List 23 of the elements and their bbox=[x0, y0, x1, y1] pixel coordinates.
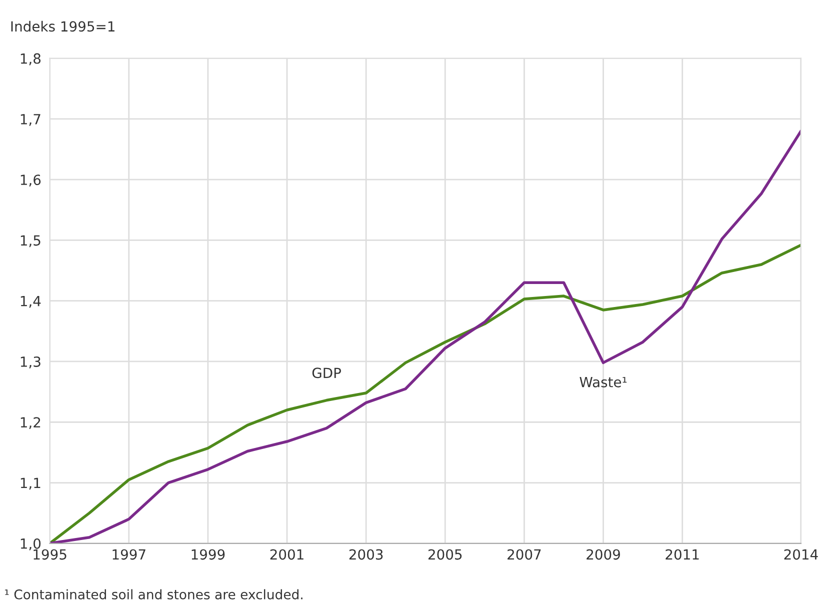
y-tick-label: 1,7 bbox=[20, 114, 40, 126]
y-tick-label: 1,8 bbox=[20, 53, 41, 66]
y-axis-title: Indeks 1995=1 bbox=[11, 20, 114, 32]
x-tick-label: 2011 bbox=[666, 549, 699, 560]
x-tick-label: 2001 bbox=[270, 549, 304, 560]
text: ¹ Contaminated soil and stones are excluded. bbox=[5, 589, 302, 600]
y-tick-label: 1,5 bbox=[20, 235, 40, 248]
y-tick-label: 1,0 bbox=[20, 538, 41, 550]
y-tick-label: 1,2 bbox=[20, 417, 40, 430]
y-tick-label: 1,6 bbox=[20, 174, 41, 186]
series-label: Waste¹ bbox=[580, 376, 627, 388]
y-tick-label: 1,4 bbox=[20, 296, 41, 308]
x-tick-label: 2005 bbox=[428, 549, 462, 560]
y-tick-label: 1,1 bbox=[20, 478, 40, 490]
x-tick-label: 1995 bbox=[34, 549, 66, 560]
x-tick-label: 1997 bbox=[112, 549, 146, 560]
x-tick-label: 2007 bbox=[508, 549, 541, 560]
y-tick-label: 1,3 bbox=[20, 356, 40, 368]
x-tick-label: 2009 bbox=[586, 549, 620, 560]
x-tick-label: 1999 bbox=[192, 549, 225, 560]
x-tick-label: 2014 bbox=[784, 549, 818, 560]
series-label: GDP bbox=[312, 368, 341, 378]
x-tick-label: 2003 bbox=[349, 549, 383, 560]
